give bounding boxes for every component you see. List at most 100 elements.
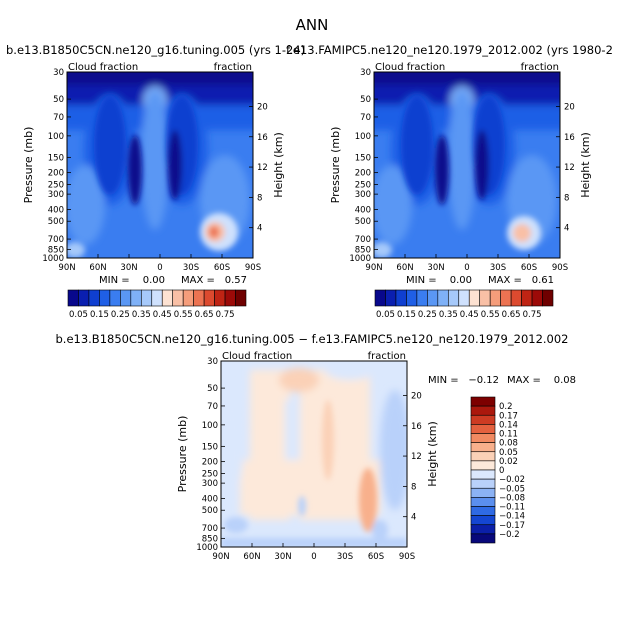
colorbar-label: 0.75 — [216, 310, 235, 320]
panel-2-field — [374, 72, 560, 258]
colorbar-label: 0.02 — [499, 457, 518, 467]
colorbar-label: −0.02 — [499, 475, 525, 485]
colorbar-swatch — [470, 451, 496, 462]
panel-2-min-value: 0.00 — [450, 275, 472, 286]
panel-2-ylabel: Pressure (mb) — [329, 127, 342, 204]
panel-2-min-label: MIN = — [406, 275, 437, 286]
colorbar-label: 0 — [499, 466, 504, 476]
colorbar-swatch — [458, 289, 470, 307]
colorbar-swatch — [489, 289, 501, 307]
x-tick-label: 0 — [157, 263, 162, 273]
panel-1-title: b.e13.B1850C5CN.ne120_g16.tuning.005 (yr… — [6, 43, 305, 57]
x-tick-label: 90N — [58, 263, 75, 273]
colorbar-swatch — [140, 289, 153, 307]
colorbar-swatch — [470, 433, 496, 443]
colorbar-label: 0.55 — [174, 310, 193, 320]
colorbar-label: −0.05 — [499, 484, 525, 494]
colorbar-label: −0.14 — [499, 512, 525, 522]
colorbar-label: −0.11 — [499, 503, 525, 513]
colorbar-label: 0.05 — [376, 310, 395, 320]
colorbar-label: 0.05 — [499, 448, 518, 458]
panel-1-axes: 1000850700500400300250200150100705030481… — [42, 68, 267, 273]
colorbar-swatch — [78, 289, 90, 307]
colorbar-swatch — [224, 289, 236, 307]
colorbar-swatch — [470, 469, 496, 480]
colorbar-label: 0.15 — [397, 310, 416, 320]
panel-1-min-value: 0.00 — [143, 275, 165, 286]
panel-3-min-label: MIN = — [428, 375, 459, 386]
colorbar-label: −0.08 — [499, 493, 525, 503]
colorbar-swatch — [470, 497, 496, 507]
x-tick-label: 30S — [490, 263, 506, 273]
panel-3-ylabel: Pressure (mb) — [176, 416, 189, 493]
colorbar-label: 0.25 — [418, 310, 437, 320]
y-tick-label: 200 — [355, 169, 371, 179]
panel-1-field — [67, 72, 253, 258]
colorbar-label: 0.25 — [111, 310, 130, 320]
y-tick-label: 200 — [48, 169, 64, 179]
colorbar-swatch — [470, 515, 496, 526]
colorbar-swatch — [470, 533, 496, 544]
colorbar-label: 0.45 — [153, 310, 172, 320]
x-tick-label: 30N — [274, 552, 291, 562]
colorbar-swatch — [470, 424, 496, 434]
colorbar-swatch — [427, 289, 439, 307]
colorbar-label: 0.65 — [195, 310, 214, 320]
colorbar-label: 0.55 — [481, 310, 500, 320]
y-tick-label: 50 — [53, 95, 64, 105]
panel-2-y2label: Height (km) — [579, 132, 592, 198]
x-tick-label: 90N — [212, 552, 229, 562]
colorbar-swatch — [470, 414, 496, 425]
colorbar-label: 0.17 — [499, 411, 518, 421]
colorbar-swatch — [500, 289, 512, 307]
colorbar-swatch — [470, 487, 496, 498]
y2-tick-label: 8 — [257, 193, 262, 203]
colorbar-swatch — [468, 289, 481, 307]
panel-2: f.e13.FAMIPC5.ne120_ne120.1979_2012.002 … — [286, 43, 613, 286]
colorbar-swatch — [510, 289, 522, 307]
colorbar-swatch — [214, 289, 226, 307]
x-tick-label: 60N — [89, 263, 106, 273]
y-tick-label: 30 — [360, 68, 371, 78]
y-tick-label: 300 — [48, 190, 64, 200]
colorbar-swatch — [161, 289, 174, 307]
y-tick-label: 100 — [355, 132, 371, 142]
y-tick-label: 70 — [53, 113, 64, 123]
y2-tick-label: 16 — [564, 133, 575, 143]
y-tick-label: 250 — [48, 180, 64, 190]
panel-2-axes: 1000850700500400300250200150100705030481… — [349, 68, 574, 273]
colorbar-swatch — [542, 289, 554, 307]
y-tick-label: 500 — [48, 217, 64, 227]
y-tick-label: 300 — [355, 190, 371, 200]
colorbar-label: −0.2 — [499, 530, 520, 540]
colorbar-swatch — [172, 289, 184, 307]
colorbar-swatch — [521, 289, 533, 307]
y-tick-label: 250 — [202, 469, 218, 479]
panel-1-max-label: MAX = — [181, 275, 215, 286]
colorbar-label: −0.17 — [499, 521, 525, 531]
y-tick-label: 150 — [48, 153, 64, 163]
y-tick-label: 50 — [360, 95, 371, 105]
panel-3-max-value: 0.08 — [554, 375, 576, 386]
y2-tick-label: 20 — [564, 102, 575, 112]
colorbar-swatch — [130, 289, 142, 307]
y-tick-label: 850 — [48, 245, 64, 255]
x-tick-label: 60S — [368, 552, 384, 562]
y-tick-label: 400 — [355, 205, 371, 215]
y2-tick-label: 16 — [411, 422, 422, 432]
y2-tick-label: 12 — [564, 163, 575, 173]
y2-tick-label: 4 — [257, 224, 262, 234]
colorbar-swatch — [67, 289, 79, 307]
colorbar-swatch — [470, 506, 496, 516]
colorbar-swatch — [193, 289, 205, 307]
panel-3-title: b.e13.B1850C5CN.ne120_g16.tuning.005 − f… — [55, 332, 568, 346]
colorbar-swatch — [109, 289, 121, 307]
y-tick-label: 100 — [48, 132, 64, 142]
colorbar-swatch — [470, 478, 496, 489]
x-tick-label: 90S — [245, 263, 261, 273]
colorbar-label: 0.35 — [132, 310, 151, 320]
y2-tick-label: 16 — [257, 133, 268, 143]
y-tick-label: 700 — [48, 235, 64, 245]
colorbar-label: 0.14 — [499, 420, 518, 430]
y2-tick-label: 4 — [411, 513, 416, 523]
